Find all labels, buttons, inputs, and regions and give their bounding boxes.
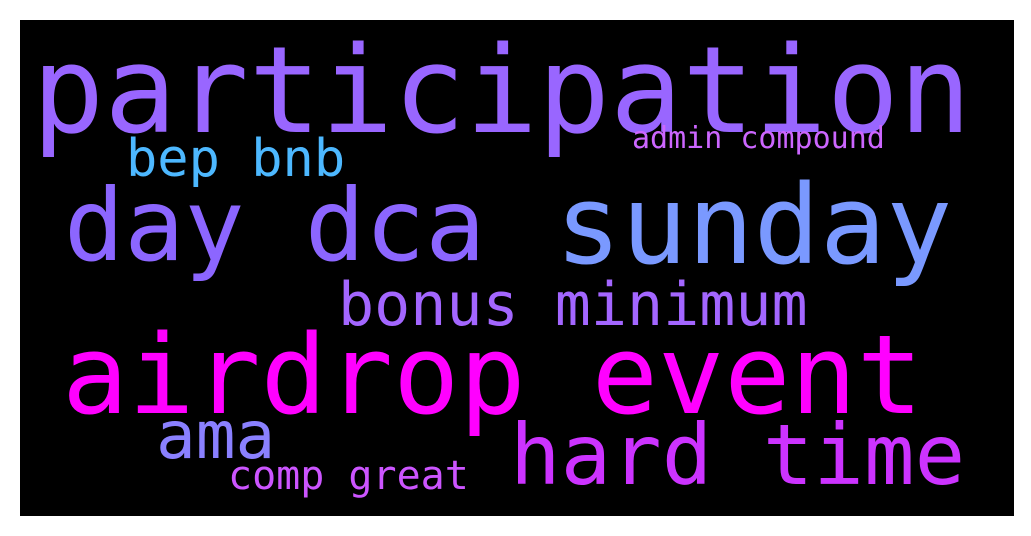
- word-bonus-minimum: bonus minimum: [338, 270, 808, 340]
- word-sunday: sunday: [555, 161, 953, 289]
- word-ama: ama: [156, 397, 276, 474]
- word-day-dca: day dca: [64, 167, 486, 284]
- word-comp-great: comp great: [228, 453, 469, 499]
- word-bep-bnb: bep bnb: [126, 129, 346, 189]
- word-admin-compound: admin compound: [632, 121, 885, 156]
- word-participation: participation: [32, 22, 972, 161]
- word-cloud: participation bep bnb admin compound day…: [20, 20, 1014, 516]
- word-airdrop-event: airdrop event: [62, 311, 923, 439]
- word-hard-time: hard time: [510, 406, 966, 504]
